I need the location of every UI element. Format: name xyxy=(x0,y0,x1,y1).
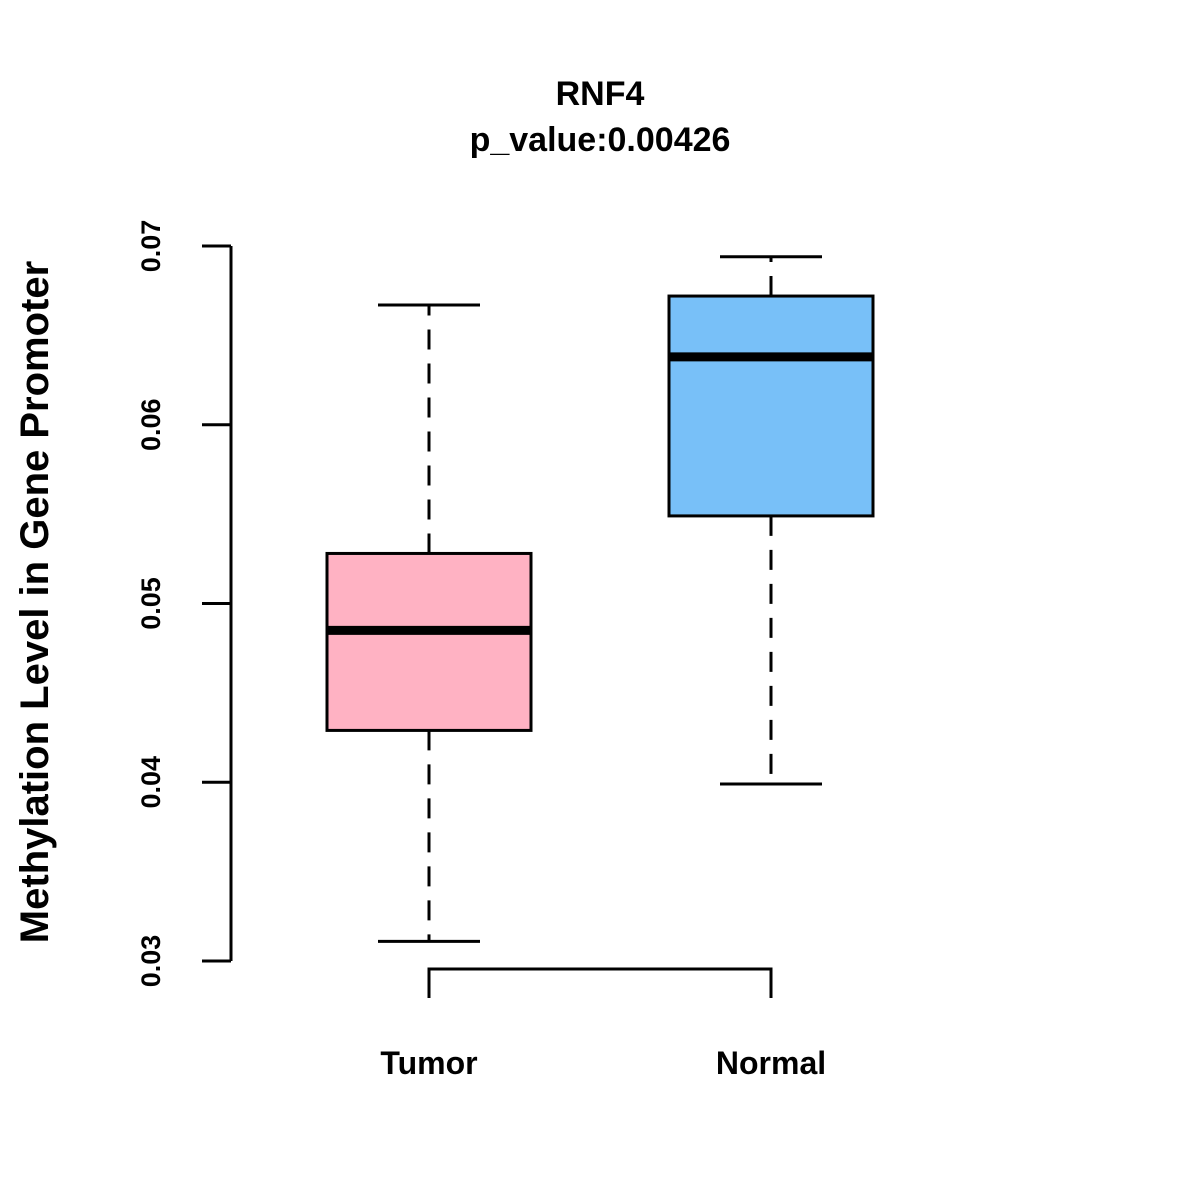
box-normal xyxy=(667,255,875,786)
y-axis-label: Methylation Level in Gene Promoter xyxy=(13,261,57,943)
y-tick-label: 0.06 xyxy=(136,398,166,451)
boxes xyxy=(325,255,875,943)
x-axis-labels: Tumor Normal xyxy=(380,1045,826,1081)
x-label-tumor: Tumor xyxy=(380,1045,477,1081)
box-tumor xyxy=(325,303,533,943)
chart-subtitle: p_value:0.00426 xyxy=(470,121,731,159)
x-label-normal: Normal xyxy=(716,1045,826,1081)
y-tick-label: 0.05 xyxy=(136,577,166,630)
y-tick-label: 0.04 xyxy=(136,756,166,809)
chart-title: RNF4 xyxy=(556,75,645,113)
box-iqr xyxy=(325,551,533,732)
box-iqr xyxy=(667,294,875,518)
bracket-line xyxy=(427,967,773,998)
comparison-bracket xyxy=(427,967,773,998)
y-tick-label: 0.07 xyxy=(136,220,166,273)
y-axis: 0.03 0.04 0.05 0.06 0.07 xyxy=(136,220,233,988)
y-tick-label: 0.03 xyxy=(136,935,166,988)
